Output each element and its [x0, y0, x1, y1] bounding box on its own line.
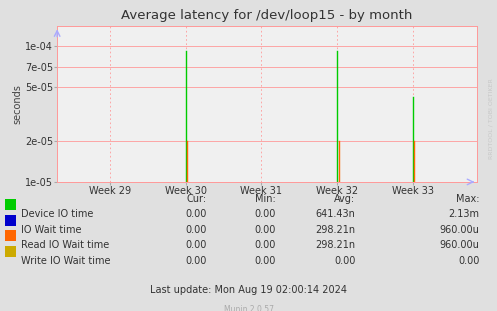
Text: 0.00: 0.00: [254, 256, 276, 266]
Text: RRDTOOL / TOBI OETIKER: RRDTOOL / TOBI OETIKER: [488, 78, 493, 159]
Text: Min:: Min:: [255, 194, 276, 204]
Text: 0.00: 0.00: [254, 225, 276, 234]
Text: 0.00: 0.00: [185, 225, 206, 234]
Text: 0.00: 0.00: [185, 209, 206, 219]
Title: Average latency for /dev/loop15 - by month: Average latency for /dev/loop15 - by mon…: [121, 10, 413, 22]
Text: 298.21n: 298.21n: [315, 240, 355, 250]
Text: 0.00: 0.00: [334, 256, 355, 266]
Text: 960.00u: 960.00u: [440, 240, 480, 250]
Text: Read IO Wait time: Read IO Wait time: [21, 240, 109, 250]
Y-axis label: seconds: seconds: [12, 84, 22, 124]
Text: 0.00: 0.00: [185, 256, 206, 266]
Text: 960.00u: 960.00u: [440, 225, 480, 234]
Text: Cur:: Cur:: [186, 194, 206, 204]
Text: 2.13m: 2.13m: [449, 209, 480, 219]
Text: Avg:: Avg:: [334, 194, 355, 204]
Text: IO Wait time: IO Wait time: [21, 225, 82, 234]
Text: 0.00: 0.00: [254, 240, 276, 250]
Text: 641.43n: 641.43n: [316, 209, 355, 219]
Text: Write IO Wait time: Write IO Wait time: [21, 256, 110, 266]
Text: Munin 2.0.57: Munin 2.0.57: [224, 305, 273, 311]
Text: 0.00: 0.00: [185, 240, 206, 250]
Text: Max:: Max:: [456, 194, 480, 204]
Text: 298.21n: 298.21n: [315, 225, 355, 234]
Text: Last update: Mon Aug 19 02:00:14 2024: Last update: Mon Aug 19 02:00:14 2024: [150, 285, 347, 295]
Text: 0.00: 0.00: [458, 256, 480, 266]
Text: Device IO time: Device IO time: [21, 209, 93, 219]
Text: 0.00: 0.00: [254, 209, 276, 219]
